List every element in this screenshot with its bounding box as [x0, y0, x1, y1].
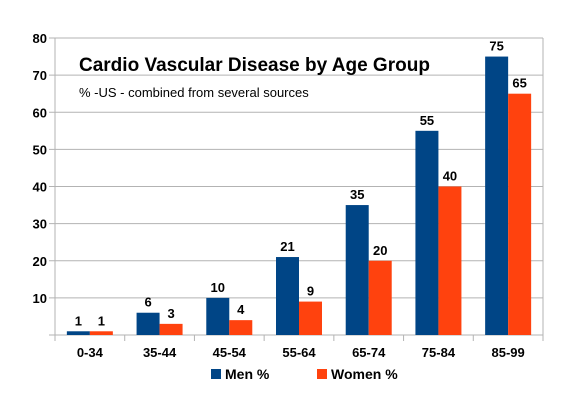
x-tick-label: 75-84	[422, 345, 456, 360]
y-tick-label: 80	[33, 31, 47, 46]
y-axis-ticks: 10 20 30 40 50 60 70 80	[33, 31, 47, 306]
bar-women-35-44	[159, 323, 183, 335]
bar-men-45-54	[206, 297, 230, 335]
bar-men-75-84	[415, 130, 439, 335]
bar-women-85-99	[508, 93, 532, 335]
x-axis-ticks: 0-34 35-44 45-54 55-64 65-74 75-84 85-99	[77, 345, 525, 360]
legend: Men % Women %	[211, 366, 398, 382]
data-label-women-45-54: 4	[237, 302, 245, 317]
chart-subtitle: % -US - combined from several sources	[79, 85, 309, 100]
x-tick-label: 55-64	[282, 345, 316, 360]
legend-label-women: Women %	[331, 366, 398, 382]
bars	[66, 56, 532, 335]
data-label-women-75-84: 40	[443, 169, 457, 184]
chart-title: Cardio Vascular Disease by Age Group	[79, 55, 430, 76]
bar-women-65-74	[368, 260, 392, 335]
data-label-men-75-84: 55	[420, 113, 434, 128]
bar-men-55-64	[276, 257, 299, 335]
bar-women-55-64	[299, 301, 322, 335]
bar-women-45-54	[229, 320, 253, 335]
data-label-men-85-99: 75	[489, 39, 503, 54]
data-label-men-0-34: 1	[75, 313, 82, 328]
data-labels: 1 1 6 3 10 4 21 9 35 20 55 40 75 65	[75, 39, 527, 329]
x-tick-label: 65-74	[352, 345, 386, 360]
x-tick-label: 35-44	[143, 345, 177, 360]
legend-swatch-men	[211, 369, 221, 379]
x-tick-label: 45-54	[213, 345, 247, 360]
y-tick-label: 70	[33, 68, 47, 83]
x-tick-label: 85-99	[492, 345, 525, 360]
data-label-women-65-74: 20	[373, 243, 387, 258]
data-label-women-55-64: 9	[307, 284, 314, 299]
legend-label-men: Men %	[225, 366, 270, 382]
y-tick-label: 50	[33, 142, 47, 157]
y-tick-label: 20	[33, 254, 47, 269]
data-label-women-35-44: 3	[167, 306, 174, 321]
data-label-men-55-64: 21	[280, 239, 294, 254]
y-tick-label: 10	[33, 291, 47, 306]
bar-men-0-34	[66, 331, 90, 335]
y-tick-label: 30	[33, 217, 47, 232]
y-tick-label: 60	[33, 105, 47, 120]
data-label-men-45-54: 10	[211, 280, 225, 295]
x-tick-label: 0-34	[77, 345, 104, 360]
bar-women-75-84	[438, 186, 462, 335]
bar-men-65-74	[345, 205, 369, 335]
data-label-men-65-74: 35	[350, 187, 364, 202]
y-tick-label: 40	[33, 180, 47, 195]
data-label-men-35-44: 6	[144, 295, 151, 310]
data-label-women-85-99: 65	[512, 76, 526, 91]
bar-men-85-99	[485, 56, 509, 335]
data-label-women-0-34: 1	[98, 313, 105, 328]
bar-men-35-44	[136, 312, 160, 335]
legend-swatch-women	[317, 369, 327, 379]
bar-women-0-34	[89, 331, 113, 335]
